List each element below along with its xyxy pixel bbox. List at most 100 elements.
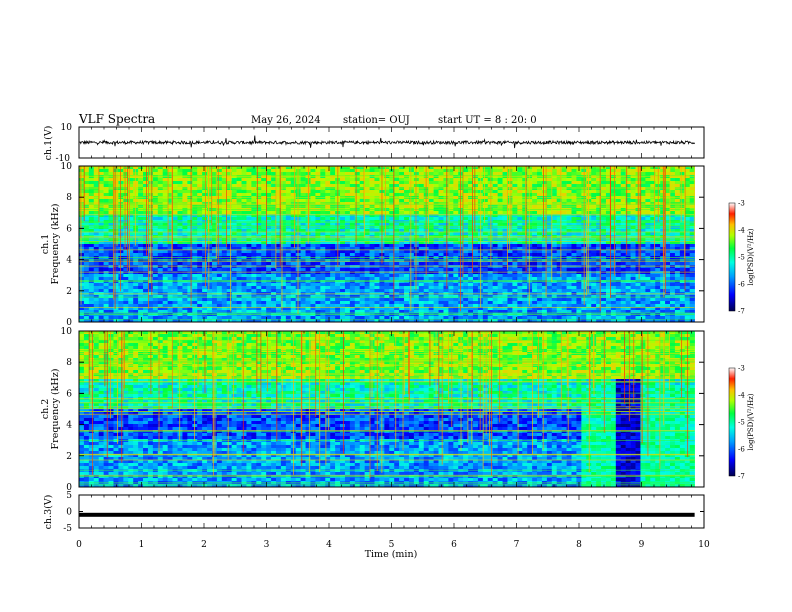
spectrogram-cell (660, 238, 666, 242)
spectrogram-cell (502, 241, 508, 245)
spectrogram-cell (266, 169, 272, 173)
spectrogram-cell (655, 226, 661, 230)
spectrogram-cell (133, 226, 139, 230)
spectrogram-cell (113, 241, 119, 245)
spectrogram-cell (448, 250, 454, 254)
spectrogram-cell (280, 202, 287, 206)
spectrogram-cell (276, 232, 282, 236)
spectrogram-cell (541, 169, 548, 173)
spectrogram-cell (679, 211, 686, 215)
spectrogram-cell (79, 250, 85, 254)
spectrogram-cell (605, 169, 612, 173)
spectrogram-cell (384, 229, 390, 233)
spectrogram-cell (482, 265, 489, 269)
spectrogram-cell (290, 226, 296, 230)
spectrogram-cell (236, 232, 242, 236)
spectrogram-cell (448, 262, 454, 266)
spectrogram-cell (561, 229, 567, 233)
spectrogram-cell (492, 262, 498, 266)
spectrogram-cell (108, 199, 114, 203)
spectrogram-cell (108, 259, 114, 263)
spectrogram-cell (556, 229, 562, 233)
spectrogram-cell (83, 244, 90, 248)
spectrogram-cell (88, 193, 95, 197)
spectrogram-cell (404, 226, 410, 230)
spectrogram-cell (271, 166, 277, 170)
spectrogram-cell (226, 184, 232, 188)
spectrogram-cell (167, 244, 173, 248)
spectrogram-cell (177, 184, 183, 188)
spectrogram-cell (93, 217, 99, 221)
spectrogram-cell (128, 253, 134, 257)
spectrogram-cell (497, 283, 503, 287)
spectrogram-cell (665, 241, 671, 245)
spectrogram-cell (138, 178, 144, 182)
spectrogram-cell (674, 193, 681, 197)
spectrogram-cell (453, 241, 459, 245)
spectrogram-cell (551, 178, 558, 182)
spectrogram-cell (689, 223, 695, 227)
spectrogram-cell (453, 172, 459, 176)
spectrogram-cell (438, 247, 444, 251)
spectrogram-cell (374, 169, 380, 173)
spectrogram-cell (674, 277, 681, 281)
spectrogram-cell (413, 262, 420, 266)
spectrogram-cell (330, 259, 336, 263)
spectrogram-cell (251, 253, 257, 257)
spectrogram-cell (364, 166, 370, 170)
spectrogram-cell (674, 226, 681, 230)
spectrogram-cell (369, 199, 375, 203)
spectrogram-cell (369, 169, 375, 173)
spectrogram-cell (83, 226, 90, 230)
spectrogram-cell (157, 238, 164, 242)
spectrogram-cell (571, 271, 577, 275)
spectrogram-cell (231, 232, 237, 236)
spectrogram-cell (591, 277, 597, 281)
spectrogram-cell (522, 259, 528, 263)
spectrogram-cell (438, 244, 444, 248)
spectrogram-cell (418, 190, 425, 194)
spectrogram-cell (290, 187, 296, 191)
spectrogram-cell (280, 283, 287, 287)
spectrogram-cell (251, 241, 257, 245)
spectrogram-cell (197, 229, 203, 233)
spectrogram-cell (138, 268, 144, 272)
spectrogram-cell (433, 232, 439, 236)
spectrogram-cell (660, 199, 666, 203)
spectrogram-cell (591, 250, 597, 254)
spectrogram-cell (389, 211, 395, 215)
spectrogram-cell (487, 238, 493, 242)
spectrogram-cell (280, 238, 287, 242)
spectrogram-cell (546, 202, 553, 206)
spectrogram-cell (689, 181, 695, 185)
spectrogram-cell (197, 232, 203, 236)
spectrogram-cell (128, 178, 134, 182)
spectrogram-cell (527, 178, 533, 182)
spectrogram-cell (630, 169, 636, 173)
spectrogram-cell (468, 274, 474, 278)
spectrogram-cell (123, 193, 129, 197)
spectrogram-cell (645, 268, 651, 272)
spectrogram-cell (202, 283, 208, 287)
spectrogram-cell (679, 265, 686, 269)
spectrogram-cell (241, 253, 247, 257)
spectrogram-cell (290, 262, 296, 266)
spectrogram-cell (300, 283, 306, 287)
spectrogram-cell (487, 274, 493, 278)
spectrogram-cell (492, 169, 498, 173)
spectrogram-cell (556, 181, 562, 185)
spectrogram-cell (404, 244, 410, 248)
spectrogram-cell (473, 217, 479, 221)
spectrogram-cell (601, 250, 607, 254)
spectrogram-cell (665, 217, 671, 221)
spectrogram-cell (443, 244, 449, 248)
spectrogram-cell (320, 283, 326, 287)
spectrogram-cell (83, 166, 90, 170)
spectrogram-cell (684, 277, 690, 281)
spectrogram-cell (108, 247, 114, 251)
spectrogram-cell (689, 268, 695, 272)
spectrogram-cell (605, 265, 612, 269)
spectrogram-cell (674, 199, 681, 203)
spectrogram-cell (167, 259, 173, 263)
spectrogram-cell (207, 190, 213, 194)
